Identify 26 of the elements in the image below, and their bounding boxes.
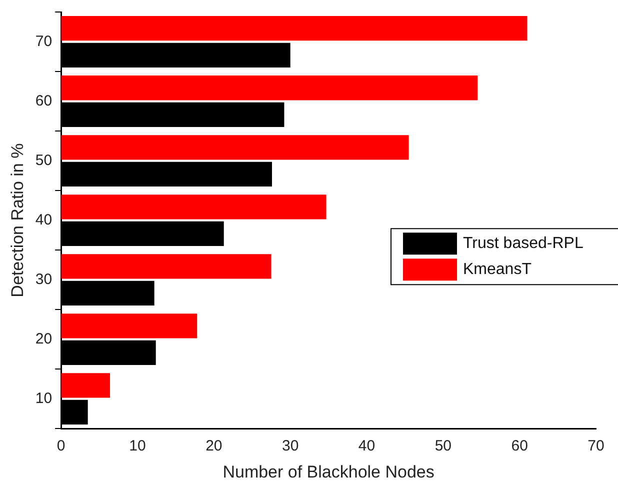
y-tick-label: 20 xyxy=(35,330,52,348)
y-tick-label: 30 xyxy=(35,270,52,288)
legend-label: KmeansT xyxy=(463,261,532,278)
x-tick-label: 20 xyxy=(206,438,222,455)
bar xyxy=(61,76,478,100)
y-axis-title: Detection Ratio in % xyxy=(8,143,27,298)
y-tick-label: 70 xyxy=(35,32,52,50)
y-tick-label: 60 xyxy=(35,92,52,110)
y-tick-label: 50 xyxy=(35,152,52,169)
bar xyxy=(61,135,409,160)
x-tick-label: 10 xyxy=(129,438,146,455)
legend-label: Trust based-RPL xyxy=(463,235,584,252)
x-tick-label: 60 xyxy=(511,438,528,455)
x-tick-label: 0 xyxy=(56,438,66,455)
x-tick-label: 70 xyxy=(588,438,604,455)
bar xyxy=(61,373,110,398)
y-tick-label: 10 xyxy=(35,390,52,407)
x-tick-label: 50 xyxy=(434,438,452,455)
bar xyxy=(61,254,272,279)
x-tick-label: 30 xyxy=(282,438,299,455)
y-tick-label: 40 xyxy=(35,211,52,228)
bar xyxy=(61,194,326,220)
x-axis-title: Number of Blackhole Nodes xyxy=(222,462,434,482)
bar xyxy=(61,314,198,338)
bar xyxy=(61,16,528,41)
x-tick-label: 40 xyxy=(358,438,376,455)
